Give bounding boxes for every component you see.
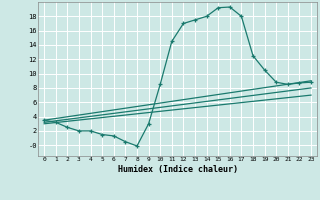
X-axis label: Humidex (Indice chaleur): Humidex (Indice chaleur) <box>118 165 238 174</box>
